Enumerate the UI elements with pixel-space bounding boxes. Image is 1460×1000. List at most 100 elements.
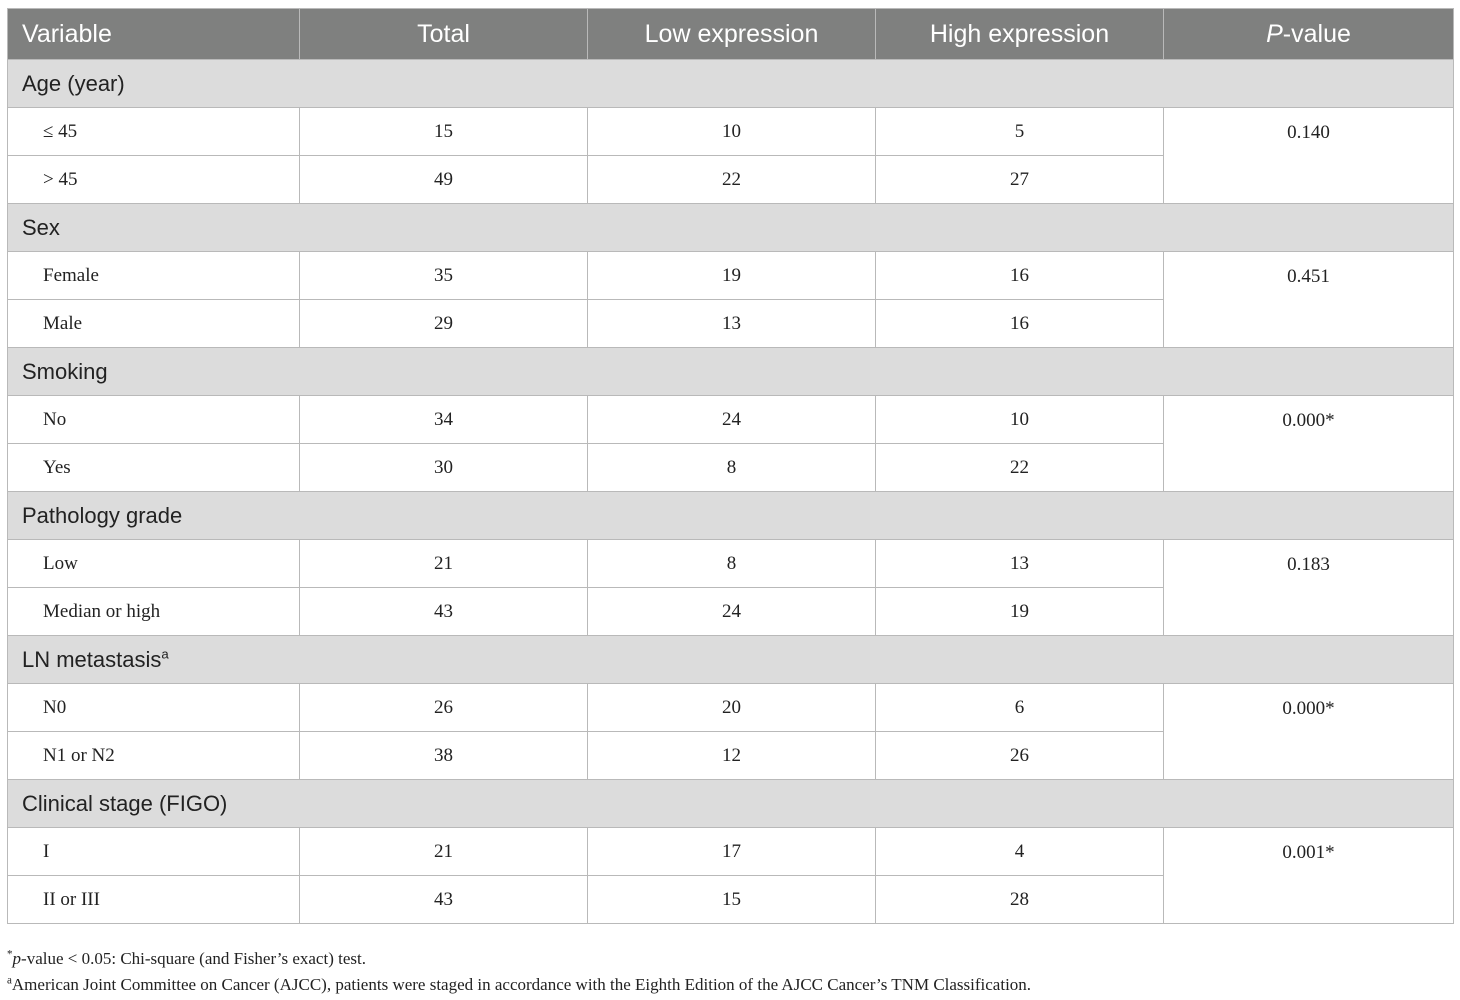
cell-label: Female: [7, 251, 300, 300]
cell-label: N0: [7, 683, 300, 732]
cell-label: Median or high: [7, 587, 300, 636]
header-high-expression: High expression: [875, 8, 1164, 60]
cell-total: 43: [299, 587, 588, 636]
section-row: Age (year): [7, 59, 1454, 108]
cell-high-expression: 16: [875, 251, 1164, 300]
cell-low-expression: 17: [587, 827, 876, 876]
section-row: Sex: [7, 203, 1454, 252]
header-p-italic: P: [1266, 19, 1283, 48]
cell-high-expression: 5: [875, 107, 1164, 156]
table-row: Male 29 13 16: [7, 299, 1454, 348]
cell-label: > 45: [7, 155, 300, 204]
header-p-value: P-value: [1163, 8, 1454, 60]
cell-label: II or III: [7, 875, 300, 924]
footnote-text: -value < 0.05: Chi-square (and Fisher’s …: [21, 949, 366, 968]
cell-label: ≤ 45: [7, 107, 300, 156]
section-footnote-marker: a: [161, 646, 169, 662]
cell-total: 15: [299, 107, 588, 156]
section-row: Smoking: [7, 347, 1454, 396]
header-row: Variable Total Low expression High expre…: [7, 8, 1454, 60]
cell-total: 34: [299, 395, 588, 444]
cell-high-expression: 19: [875, 587, 1164, 636]
table-row: Low 21 8 13 0.183: [7, 539, 1454, 636]
table-row: N1 or N2 38 12 26: [7, 731, 1454, 780]
cell-high-expression: 10: [875, 395, 1164, 444]
cell-total: 21: [299, 539, 588, 588]
footnote-text: American Joint Committee on Cancer (AJCC…: [11, 975, 1032, 994]
cell-label: Yes: [7, 443, 300, 492]
section-row: LN metastasisa: [7, 635, 1454, 684]
section-label: Smoking: [7, 347, 1454, 396]
footnote: aAmerican Joint Committee on Cancer (AJC…: [7, 972, 1453, 998]
cell-p-value: 0.000*: [1163, 395, 1454, 492]
section-label-text: Smoking: [22, 358, 108, 384]
table-row: Yes 30 8 22: [7, 443, 1454, 492]
footnote-marker: *: [7, 948, 13, 961]
cell-high-expression: 13: [875, 539, 1164, 588]
cell-p-value: 0.140: [1163, 107, 1454, 204]
cell-low-expression: 12: [587, 731, 876, 780]
cell-low-expression: 8: [587, 539, 876, 588]
table-container: Variable Total Low expression High expre…: [7, 8, 1454, 924]
cell-label: Male: [7, 299, 300, 348]
cell-p-value: 0.000*: [1163, 683, 1454, 780]
table-row: I 21 17 4 0.001*: [7, 827, 1454, 924]
section-label: Sex: [7, 203, 1454, 252]
cell-low-expression: 22: [587, 155, 876, 204]
section-row: Clinical stage (FIGO): [7, 779, 1454, 828]
table-row: No 34 24 10 0.000*: [7, 395, 1454, 492]
header-low-expression: Low expression: [587, 8, 876, 60]
section-label: Age (year): [7, 59, 1454, 108]
cell-total: 29: [299, 299, 588, 348]
cell-low-expression: 20: [587, 683, 876, 732]
cell-label: Low: [7, 539, 300, 588]
cell-low-expression: 10: [587, 107, 876, 156]
section-label: Pathology grade: [7, 491, 1454, 540]
cell-total: 21: [299, 827, 588, 876]
footnote: *p-value < 0.05: Chi-square (and Fisher’…: [7, 946, 1453, 972]
cell-total: 49: [299, 155, 588, 204]
table-row: II or III 43 15 28: [7, 875, 1454, 924]
cell-high-expression: 27: [875, 155, 1164, 204]
cell-low-expression: 24: [587, 395, 876, 444]
cell-high-expression: 4: [875, 827, 1164, 876]
cell-total: 26: [299, 683, 588, 732]
clinical-characteristics-table: Variable Total Low expression High expre…: [7, 8, 1454, 924]
cell-p-value: 0.451: [1163, 251, 1454, 348]
table-row: > 45 49 22 27: [7, 155, 1454, 204]
footnote-marker: a: [7, 974, 12, 987]
cell-p-value: 0.001*: [1163, 827, 1454, 924]
header-total: Total: [299, 8, 588, 60]
cell-high-expression: 16: [875, 299, 1164, 348]
section-label-text: Age (year): [22, 70, 125, 96]
cell-label: N1 or N2: [7, 731, 300, 780]
cell-high-expression: 6: [875, 683, 1164, 732]
cell-low-expression: 19: [587, 251, 876, 300]
cell-high-expression: 28: [875, 875, 1164, 924]
cell-total: 30: [299, 443, 588, 492]
section-label-text: Pathology grade: [22, 502, 183, 528]
cell-p-value: 0.183: [1163, 539, 1454, 636]
cell-total: 38: [299, 731, 588, 780]
section-label-text: Clinical stage (FIGO): [22, 790, 228, 816]
cell-label: I: [7, 827, 300, 876]
cell-total: 43: [299, 875, 588, 924]
cell-low-expression: 24: [587, 587, 876, 636]
footnote-italic: p: [12, 949, 22, 968]
cell-low-expression: 8: [587, 443, 876, 492]
table-body: Age (year) ≤ 45 15 10 5 0.140 > 45 49 22 27 Sex Fem…: [7, 59, 1454, 924]
header-variable: Variable: [7, 8, 300, 60]
table-row: Female 35 19 16 0.451: [7, 251, 1454, 348]
cell-high-expression: 22: [875, 443, 1164, 492]
section-label-text: Sex: [22, 214, 60, 240]
section-label: LN metastasisa: [7, 635, 1454, 684]
footnotes: *p-value < 0.05: Chi-square (and Fisher’…: [7, 946, 1453, 998]
table-row: ≤ 45 15 10 5 0.140: [7, 107, 1454, 204]
cell-label: No: [7, 395, 300, 444]
cell-high-expression: 26: [875, 731, 1164, 780]
table-row: N0 26 20 6 0.000*: [7, 683, 1454, 780]
cell-total: 35: [299, 251, 588, 300]
cell-low-expression: 13: [587, 299, 876, 348]
section-label: Clinical stage (FIGO): [7, 779, 1454, 828]
header-p-suffix: -value: [1282, 19, 1351, 48]
